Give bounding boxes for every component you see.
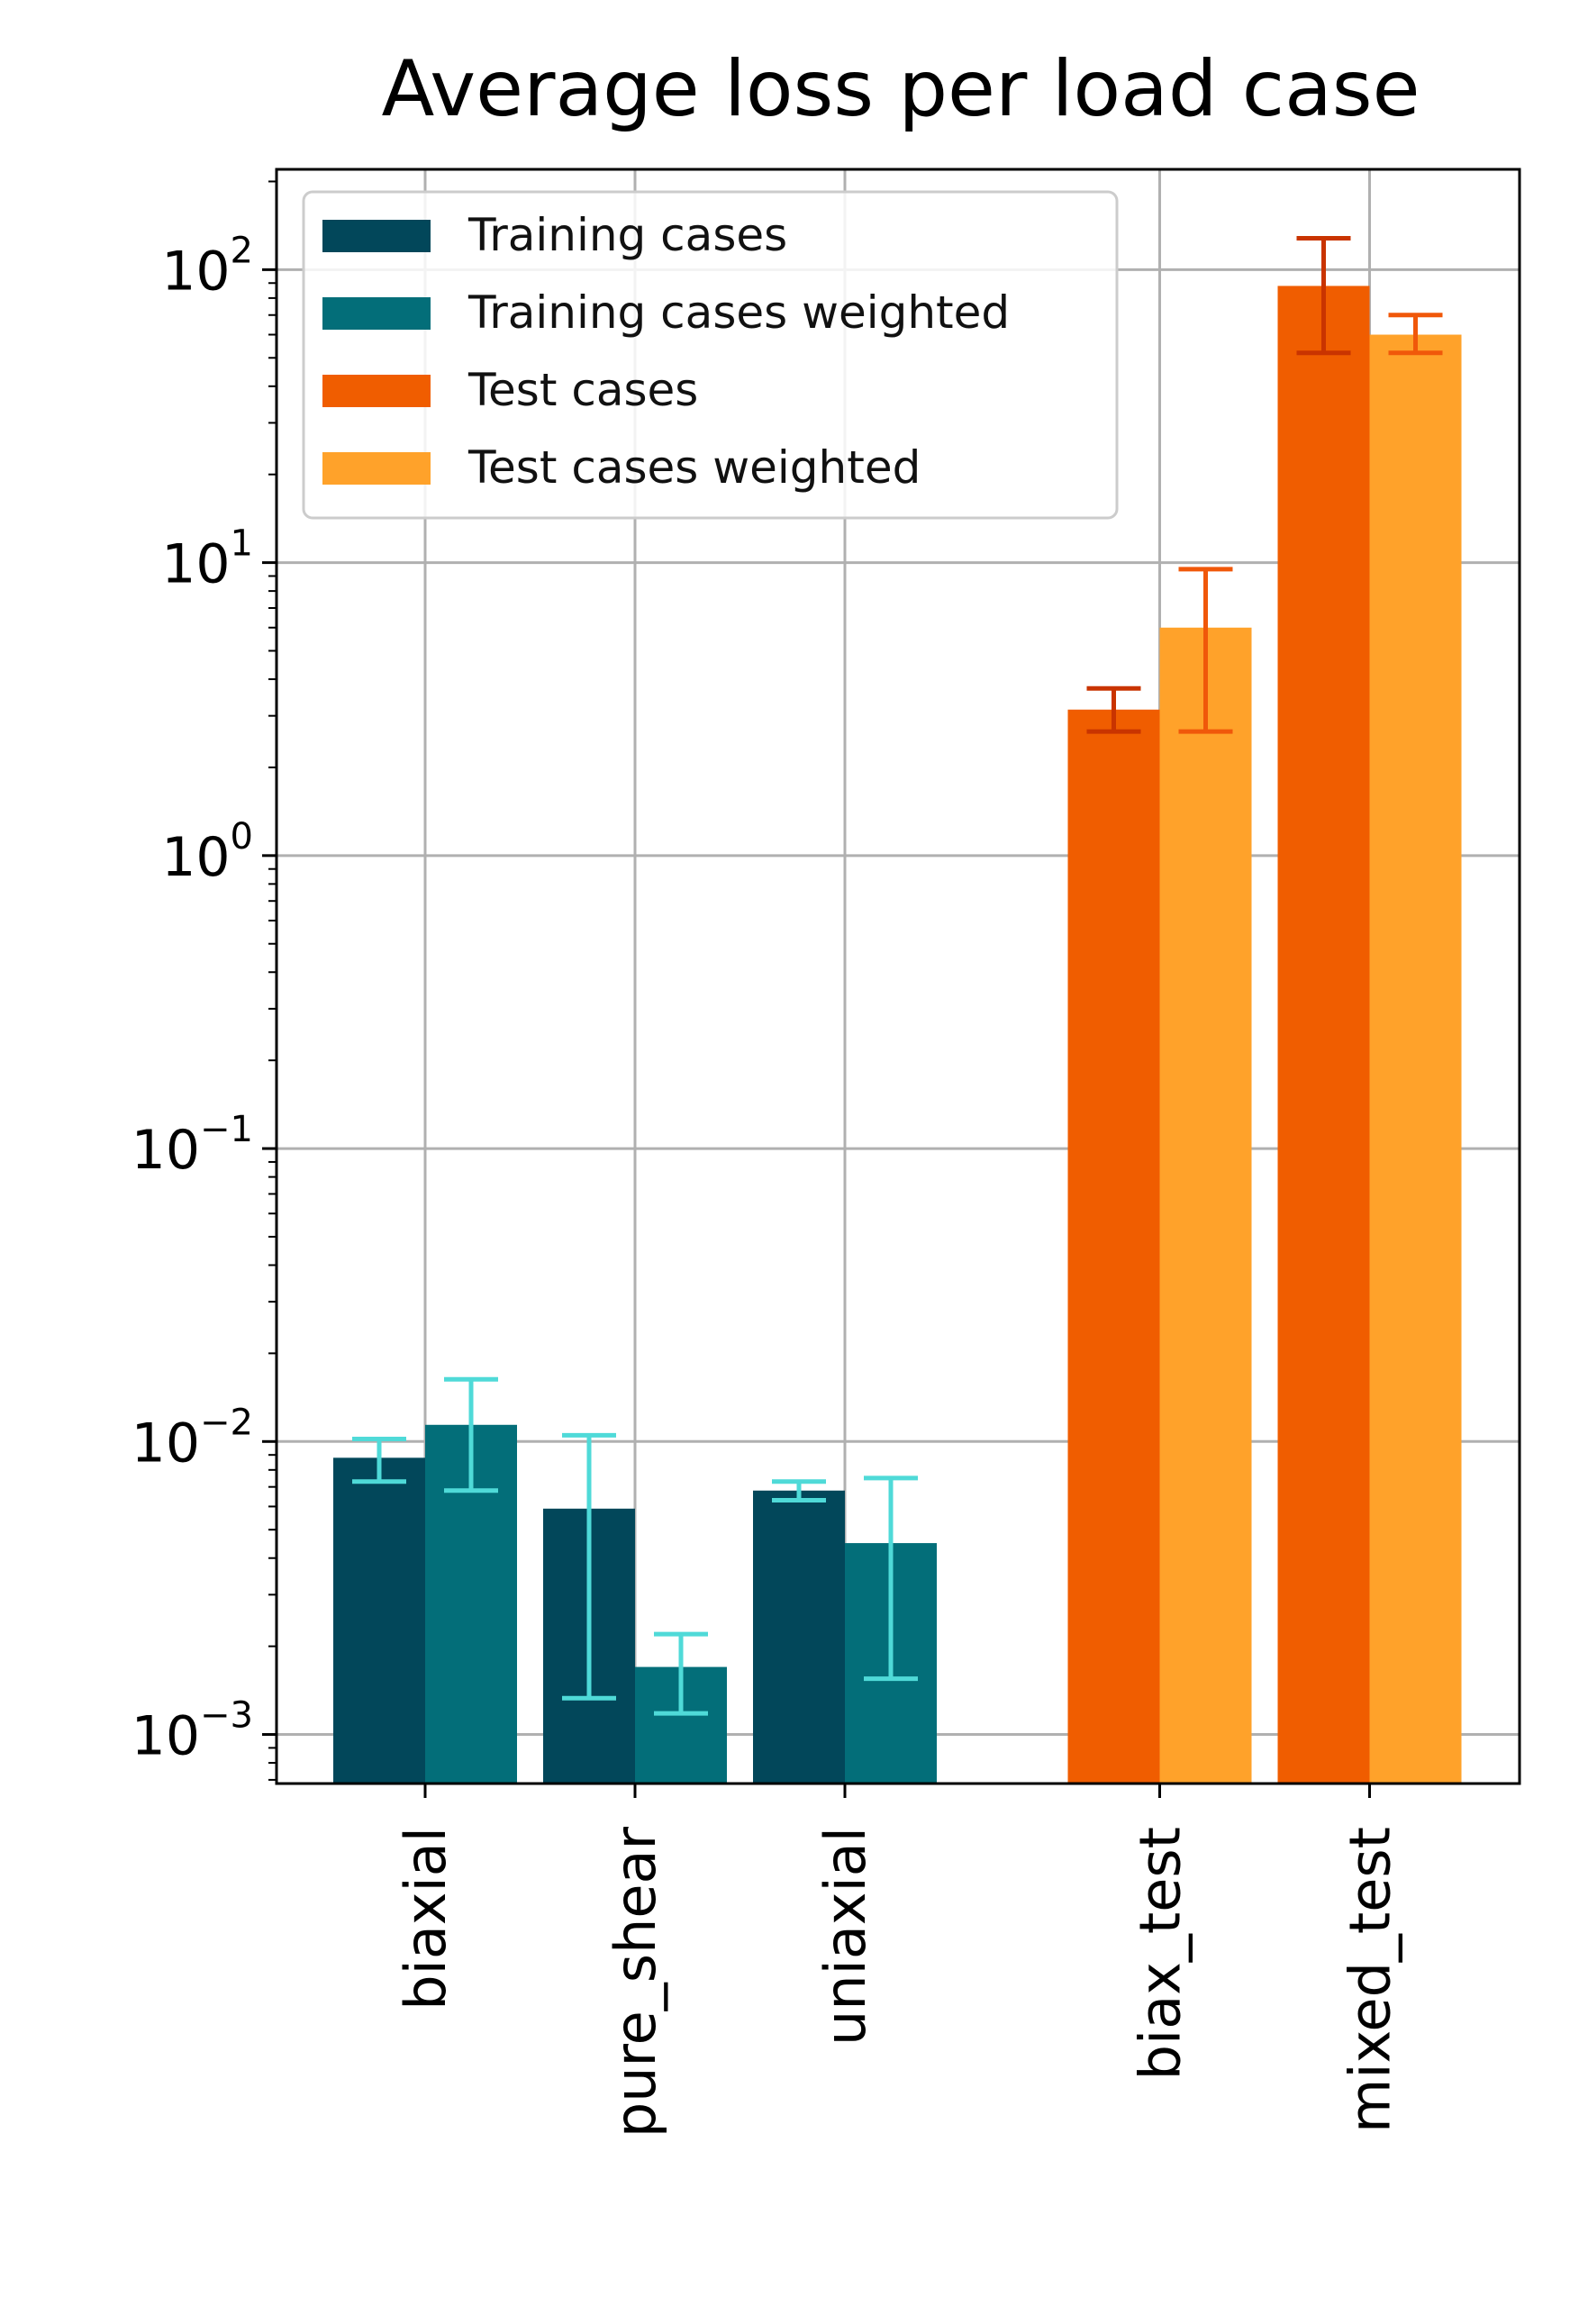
y-tick-label-exponent: −3 (200, 1695, 253, 1737)
y-tick-label-base: 10 (161, 533, 230, 596)
y-tick-label: 10−3 (132, 1695, 253, 1768)
y-tick-label: 10−2 (132, 1402, 253, 1475)
y-tick-label-base: 10 (132, 1119, 200, 1182)
legend-label: Training cases weighted (467, 286, 1010, 339)
legend-label: Training cases (467, 209, 787, 261)
legend: Training cases Training cases weighted Tes… (302, 190, 1119, 520)
y-tick-label-exponent: 1 (231, 523, 253, 565)
bar (1369, 334, 1462, 1784)
legend-label: Test cases weighted (467, 441, 921, 494)
y-tick-label-base: 10 (132, 1412, 200, 1475)
legend-swatch (322, 375, 431, 407)
y-tick-label: 10−1 (132, 1109, 253, 1182)
y-tick-label-base: 10 (161, 826, 230, 889)
y-tick-label: 102 (161, 230, 253, 303)
plot-area-frame (275, 168, 1521, 1785)
bar (1067, 709, 1160, 1784)
x-tick-label: mixed_test (1338, 1827, 1403, 2133)
y-tick-label-base: 10 (132, 1705, 200, 1768)
x-tick-label: biax_test (1128, 1827, 1193, 2080)
y-tick-label-exponent: −1 (200, 1109, 253, 1150)
legend-label: Test cases (467, 364, 698, 416)
y-tick-label-exponent: −2 (200, 1402, 253, 1443)
legend-box (302, 190, 1119, 520)
x-axis: biaxial pure_shear uniaxial biax_test mixed_… (393, 1784, 1403, 2138)
legend-swatch (322, 452, 431, 485)
y-tick-label: 100 (161, 816, 253, 889)
bar (1159, 627, 1252, 1784)
error-bars (352, 235, 1443, 1716)
chart-title: Average loss per load case (382, 44, 1420, 134)
bar (333, 1457, 425, 1784)
y-tick-label-exponent: 0 (231, 816, 253, 858)
legend-swatch (322, 220, 431, 252)
x-tick-label: uniaxial (812, 1827, 878, 2046)
legend-swatch (322, 297, 431, 330)
bar (1277, 286, 1370, 1784)
y-tick-label: 101 (161, 523, 253, 596)
bars (333, 286, 1462, 1784)
x-tick-label: pure_shear (603, 1826, 668, 2138)
y-tick-label-base: 10 (161, 240, 230, 303)
bar (753, 1490, 845, 1784)
x-tick-label: biaxial (393, 1827, 458, 2011)
y-tick-label-exponent: 2 (231, 230, 253, 271)
